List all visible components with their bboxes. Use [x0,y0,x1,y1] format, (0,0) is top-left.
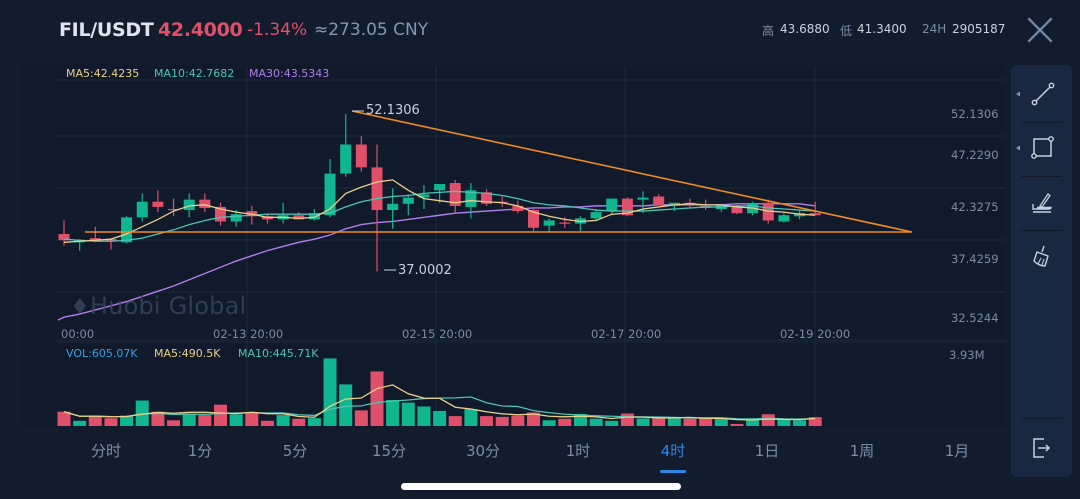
home-indicator[interactable] [401,483,681,490]
x-tick: 02-15 20:00 [402,327,473,341]
tab-1mo[interactable]: 1月 [944,442,970,460]
tab-4h[interactable]: 4时 [660,442,686,460]
y-tick: 52.1306 [951,107,999,121]
x-tick: 02-19 20:00 [780,327,851,341]
clear-tool[interactable] [1011,229,1072,283]
tab-30m[interactable]: 30分 [465,442,501,460]
pen-tool[interactable] [1011,175,1072,229]
y-tick: 37.4259 [951,252,999,266]
broom-icon [1033,245,1049,267]
close-button[interactable] [1024,14,1056,46]
close-icon [1027,17,1053,43]
tab-timeline[interactable]: 分时 [90,442,122,460]
tab-1w[interactable]: 1周 [849,442,875,460]
vol-ma5-legend: MA5:490.5K [154,347,221,360]
pen-icon [1032,193,1052,213]
drawing-toolbar [1011,65,1072,477]
ma10-legend: MA10:42.7682 [154,67,235,80]
divider [1021,418,1062,419]
vol-legend: VOL:605.07K [66,347,138,360]
rectangle-icon [1016,136,1054,159]
divider [1021,122,1062,123]
vol24-label: 24H [922,22,947,36]
ma5-legend: MA5:42.4235 [66,67,140,80]
last-price: 42.4000 [158,19,243,41]
active-tab-indicator [660,470,686,473]
ma30-legend: MA30:43.5343 [249,67,330,80]
y-tick: 32.5244 [951,311,999,325]
volume-max-label: 3.93M [949,348,985,362]
high-label: 高 [762,24,775,38]
vol-ma10-legend: MA10:445.71K [238,347,319,360]
huobi-logo-icon: ♦ [70,295,90,320]
divider [1021,230,1062,231]
trend-line-tool[interactable] [1011,67,1072,121]
y-tick: 42.3275 [951,200,999,214]
max-price-annotation: 52.1306 [366,103,420,118]
high-value: 43.6880 [780,22,830,36]
low-value: 41.3400 [857,22,907,36]
divider [1021,176,1062,177]
price-change: -1.34% [247,20,308,40]
rectangle-tool[interactable] [1011,121,1072,175]
min-price-annotation: 37.0002 [398,263,452,278]
interval-tabs: 分时 1分 5分 15分 30分 1时 4时 1日 1周 1月 [60,440,1000,470]
tab-15m[interactable]: 15分 [371,442,407,460]
trading-pair[interactable]: FIL/USDT [59,19,154,41]
header: FIL/USDT 42.4000 -1.34% ≈273.05 CNY 高 43… [0,0,1080,60]
tab-5m[interactable]: 5分 [282,442,308,460]
x-tick: 02-13 20:00 [213,327,284,341]
cny-price: ≈273.05 CNY [314,20,429,40]
vol24-value: 2905187 [952,22,1006,36]
exit-fullscreen-button[interactable] [1011,420,1072,474]
low-label: 低 [840,24,853,38]
y-tick: 47.2290 [951,148,999,162]
tab-1m[interactable]: 1分 [187,442,213,460]
tab-1h[interactable]: 1时 [565,442,591,460]
chart-area[interactable] [20,62,1006,428]
x-tick: 00:00 [61,327,95,341]
watermark: ♦Huobi Global [70,292,247,320]
tab-1d[interactable]: 1日 [754,442,780,460]
x-tick: 02-17 20:00 [591,327,662,341]
line-segment-icon [1016,82,1055,106]
exit-fullscreen-icon [1033,438,1051,458]
kline-chart[interactable] [0,0,1010,430]
